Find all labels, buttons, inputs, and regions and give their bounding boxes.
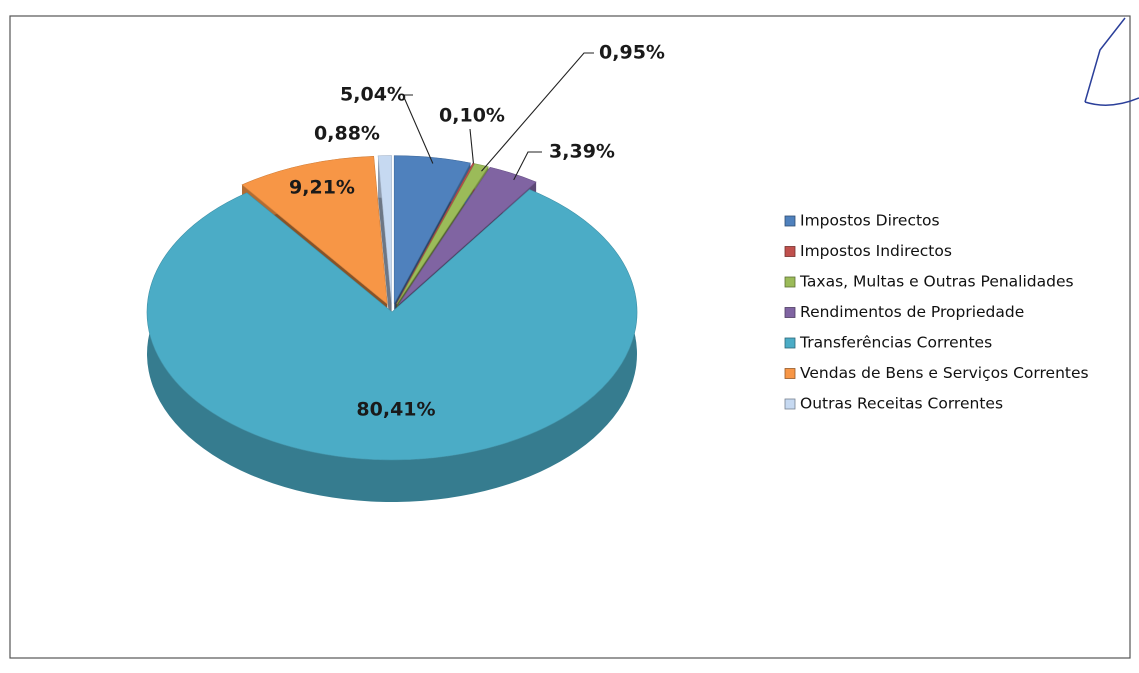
pie-slice — [396, 163, 489, 305]
legend-label: Vendas de Bens e Serviços Correntes — [800, 364, 1089, 382]
slice-wall — [378, 155, 392, 346]
legend-swatch — [784, 307, 796, 318]
legend-label: Impostos Directos — [800, 212, 940, 230]
pie-slice — [398, 166, 537, 305]
legend-swatch — [784, 276, 796, 288]
legend-swatch — [784, 246, 796, 257]
leader-line — [402, 94, 434, 164]
legend-label: Rendimentos de Propriedade — [800, 303, 1024, 321]
pen-mark — [1084, 17, 1139, 106]
legend-label: Transferências Correntes — [799, 334, 992, 352]
data-label: 5,04% — [340, 84, 406, 106]
legend-swatch — [784, 215, 796, 227]
pie-slice — [146, 189, 638, 461]
legend-swatch — [784, 368, 796, 379]
data-label: 0,10% — [439, 105, 505, 127]
data-label: 3,39% — [549, 141, 615, 163]
data-label: 0,95% — [599, 42, 665, 64]
data-label: 9,21% — [289, 177, 355, 199]
legend-label: Taxas, Multas e Outras Penalidades — [799, 273, 1074, 291]
pie-slice — [393, 155, 471, 304]
legend-label: Impostos Indirectos — [800, 242, 952, 260]
leader-line — [513, 151, 542, 181]
leader-line — [469, 128, 474, 164]
legend-swatch — [784, 337, 796, 349]
legend-label: Outras Receitas Correntes — [800, 395, 1003, 413]
pie-slice — [241, 155, 388, 305]
leader-line — [481, 52, 594, 172]
data-label: 80,41% — [356, 399, 435, 421]
data-label: 0,88% — [314, 123, 380, 145]
pie-slice — [377, 155, 392, 304]
legend-swatch — [784, 398, 796, 410]
